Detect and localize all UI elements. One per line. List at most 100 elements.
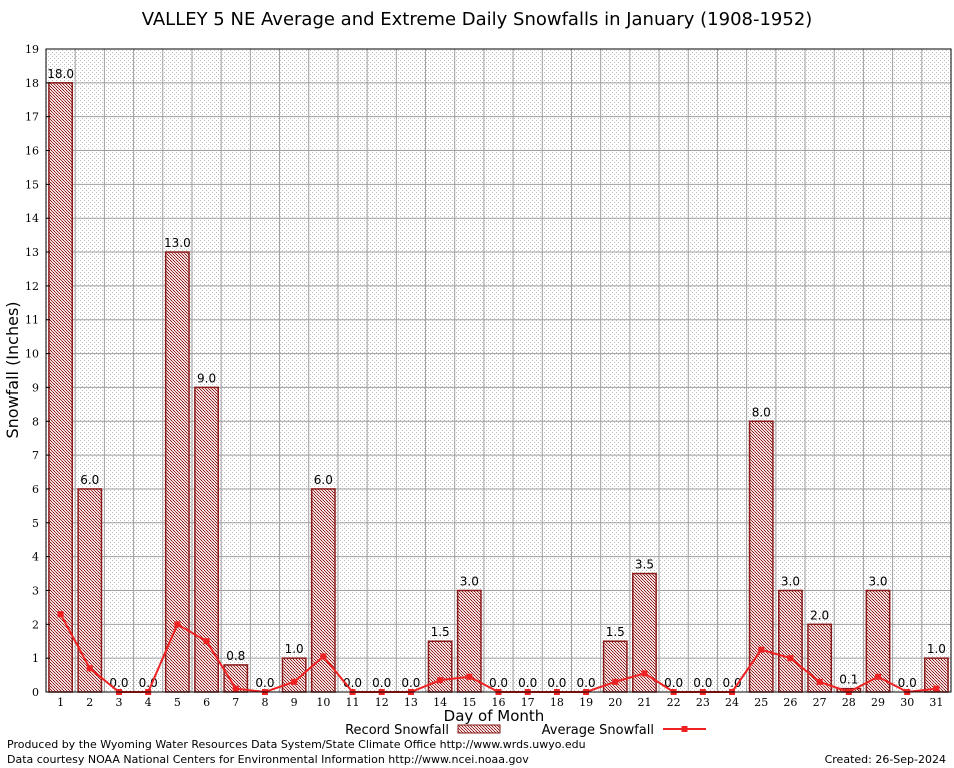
y-tick-label: 9 [32, 381, 39, 394]
x-tick-label: 8 [261, 696, 268, 709]
x-tick-label: 1 [57, 696, 64, 709]
record-snowfall-value-label: 0.0 [693, 676, 712, 690]
average-snowfall-point [203, 638, 210, 645]
x-tick-label: 25 [754, 696, 768, 709]
y-tick-label: 8 [32, 415, 39, 428]
record-snowfall-value-label: 0.0 [255, 676, 274, 690]
x-tick-label: 3 [115, 696, 122, 709]
record-snowfall-value-label: 18.0 [47, 67, 74, 81]
average-snowfall-point [86, 665, 93, 672]
legend-record-label: Record Snowfall [345, 723, 449, 738]
legend-record-swatch [457, 724, 501, 734]
record-snowfall-value-label: 0.0 [489, 676, 508, 690]
x-tick-label: 17 [521, 696, 535, 709]
x-tick-label: 5 [174, 696, 181, 709]
x-tick-label: 10 [316, 696, 330, 709]
average-snowfall-point [787, 655, 794, 662]
legend: Record Snowfall Average Snowfall [345, 723, 706, 738]
record-snowfall-bar [48, 82, 74, 693]
x-tick-label: 29 [871, 696, 885, 709]
record-snowfall-value-label: 0.8 [226, 649, 245, 663]
x-tick-label: 7 [232, 696, 239, 709]
x-tick-label: 6 [203, 696, 210, 709]
y-tick-label: 14 [25, 212, 39, 225]
record-snowfall-value-label: 0.0 [898, 676, 917, 690]
x-tick-label: 21 [637, 696, 651, 709]
y-tick-label: 10 [25, 348, 39, 361]
y-tick-label: 13 [25, 246, 39, 259]
x-axis-label: Day of Month [444, 707, 545, 725]
x-tick-label: 2 [86, 696, 93, 709]
x-tick-label: 26 [783, 696, 797, 709]
record-snowfall-value-label: 1.5 [606, 625, 625, 639]
y-tick-label: 17 [25, 111, 39, 124]
x-tick-label: 14 [433, 696, 447, 709]
average-snowfall-point [320, 653, 327, 660]
y-tick-label: 18 [25, 77, 39, 90]
average-snowfall-point [875, 673, 882, 680]
record-snowfall-value-label: 0.1 [839, 673, 858, 687]
average-snowfall-point [57, 611, 64, 618]
record-snowfall-value-label: 3.5 [635, 558, 654, 572]
record-snowfall-value-label: 13.0 [164, 236, 191, 250]
x-tick-label: 12 [375, 696, 389, 709]
average-snowfall-point [641, 670, 648, 677]
x-tick-label: 28 [842, 696, 856, 709]
record-snowfall-value-label: 2.0 [810, 608, 829, 622]
average-snowfall-point [933, 685, 940, 692]
x-tick-label: 13 [404, 696, 418, 709]
record-snowfall-value-label: 6.0 [80, 473, 99, 487]
record-snowfall-value-label: 3.0 [868, 574, 887, 588]
record-snowfall-bars [48, 82, 949, 693]
record-snowfall-bar [310, 488, 336, 693]
footer-produced-by: Produced by the Wyoming Water Resources … [7, 738, 586, 751]
x-axis-ticks: 1 2 3 4 5 6 7 8 9 10 11 12 13 14 15 16 17 18 19 20 21 22 23 24 2… [57, 696, 943, 709]
plot-frame [45, 48, 952, 693]
average-snowfall-point [758, 646, 765, 653]
record-snowfall-bar [194, 386, 219, 693]
average-snowfall-point [174, 621, 181, 628]
y-tick-label: 16 [25, 145, 39, 158]
y-tick-label: 0 [32, 686, 39, 699]
x-tick-label: 24 [725, 696, 739, 709]
y-tick-label: 12 [25, 280, 39, 293]
average-snowfall-point [612, 678, 619, 685]
x-tick-label: 19 [579, 696, 593, 709]
x-tick-label: 30 [900, 696, 914, 709]
average-snowfall-point [232, 685, 239, 692]
x-tick-label: 15 [462, 696, 476, 709]
record-snowfall-value-label: 0.0 [547, 676, 566, 690]
chart-title: VALLEY 5 NE Average and Extreme Daily Sn… [141, 9, 813, 30]
record-snowfall-value-label: 3.0 [781, 574, 800, 588]
x-tick-label: 16 [492, 696, 506, 709]
footer-data-courtesy: Data courtesy NOAA National Centers for … [7, 753, 529, 766]
y-axis-label: Snowfall (Inches) [3, 301, 22, 438]
y-tick-label: 4 [32, 551, 39, 564]
x-tick-label: 4 [145, 696, 152, 709]
record-snowfall-value-label: 1.0 [927, 642, 946, 656]
x-tick-label: 23 [696, 696, 710, 709]
record-snowfall-value-label: 8.0 [752, 405, 771, 419]
y-tick-label: 11 [25, 314, 39, 327]
record-snowfall-value-label: 9.0 [197, 371, 216, 385]
x-tick-label: 18 [550, 696, 564, 709]
x-tick-label: 31 [929, 696, 943, 709]
x-tick-label: 22 [667, 696, 681, 709]
average-snowfall-point [291, 678, 298, 685]
record-snowfall-bar [77, 488, 103, 693]
x-tick-label: 9 [291, 696, 298, 709]
record-snowfall-value-label: 0.0 [518, 676, 537, 690]
y-tick-label: 7 [32, 449, 39, 462]
x-tick-label: 11 [346, 696, 360, 709]
average-snowfall-point [466, 673, 473, 680]
record-snowfall-bar [778, 589, 803, 693]
record-snowfall-value-label: 0.0 [577, 676, 596, 690]
y-tick-label: 19 [25, 43, 39, 56]
legend-average-label: Average Snowfall [542, 723, 654, 738]
record-snowfall-value-label: 1.5 [431, 625, 450, 639]
legend-average-marker [681, 726, 688, 732]
record-snowfall-value-label: 0.0 [109, 676, 128, 690]
record-snowfall-value-label: 0.0 [401, 676, 420, 690]
